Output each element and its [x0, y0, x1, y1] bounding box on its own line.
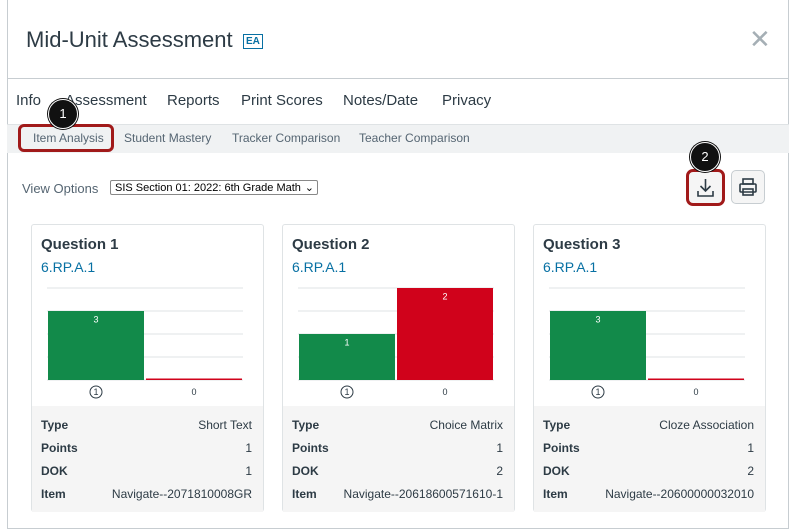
badge: EA [243, 34, 263, 49]
tab[interactable]: Print Scores [241, 92, 323, 109]
bar-chart: 1 1 2 0 [298, 287, 494, 399]
question-title: Question 1 [41, 236, 119, 253]
detail-key: DOK [543, 464, 570, 478]
detail-value: Navigate--2071810008GR [111, 487, 252, 501]
download-icon [697, 179, 714, 197]
x-tick-label: 1 [344, 387, 349, 397]
details-table: Type Short Text Points 1 DOK 1 Item Navigate--2… [32, 406, 263, 512]
detail-value: 1 [747, 441, 754, 455]
divider [7, 78, 789, 79]
standard-link[interactable]: 6.RP.A.1 [543, 259, 598, 275]
view-options-label: View Options [22, 181, 99, 196]
detail-key: Type [41, 418, 69, 432]
modal [7, 0, 789, 529]
detail-key: Type [292, 418, 320, 432]
detail-value: 1 [496, 441, 503, 455]
detail-value: Navigate--20618600571610-1 [343, 487, 503, 501]
select-value: SIS Section 01: 2022: 6th Grade Math [115, 182, 301, 194]
callout: 2 [690, 142, 720, 172]
detail-key: Item [41, 487, 66, 501]
tab[interactable]: Notes/Date [343, 92, 419, 109]
select-arrow: ⌄ [304, 182, 314, 194]
bar [299, 334, 395, 380]
bar [550, 311, 646, 380]
detail-value: Choice Matrix [429, 418, 503, 432]
detail-value: 2 [747, 464, 754, 478]
x-tick-label: 0 [442, 387, 447, 397]
question-title: Question 2 [292, 236, 370, 253]
subtab[interactable]: Tracker Comparison [232, 131, 341, 145]
tab[interactable]: Info [16, 92, 42, 109]
question-title: Question 3 [543, 236, 621, 253]
detail-key: Item [543, 487, 568, 501]
detail-value: Short Text [198, 418, 252, 432]
tab[interactable]: Assessment [65, 92, 147, 109]
close-button[interactable]: ✕ [749, 24, 771, 54]
correct-marker [591, 385, 605, 399]
download-button[interactable] [686, 169, 725, 206]
detail-key: DOK [41, 464, 68, 478]
correct-marker [340, 385, 354, 399]
bar-chart: 3 1 0 [549, 287, 745, 399]
standard-link[interactable]: 6.RP.A.1 [41, 259, 96, 275]
tab[interactable]: Privacy [442, 92, 492, 109]
detail-value: Cloze Association [659, 418, 754, 432]
standard-link[interactable]: 6.RP.A.1 [292, 259, 347, 275]
subtab[interactable]: Item Analysis [33, 131, 104, 145]
detail-value: 1 [245, 441, 252, 455]
bar-value: 2 [442, 291, 447, 301]
bar-value: 3 [93, 314, 98, 324]
x-tick-label: 1 [595, 387, 600, 397]
detail-key: Points [292, 441, 329, 455]
bar-value: 3 [595, 314, 600, 324]
section-select[interactable]: SIS Section 01: 2022: 6th Grade Math ⌄ [110, 180, 318, 195]
bar-chart: 3 1 0 [47, 287, 243, 399]
details-table: Type Cloze Association Points 1 DOK 2 Item Navi… [534, 406, 765, 512]
bar [397, 288, 493, 380]
question-card: Question 2 6.RP.A.1 1 1 2 0 Type Choice Matrix P… [282, 224, 515, 512]
x-tick-label: 1 [93, 387, 98, 397]
subtab-bar [7, 124, 789, 153]
question-card: Question 3 6.RP.A.1 3 1 0 Type Cloze Associati… [533, 224, 766, 512]
detail-value: 1 [245, 464, 252, 478]
bar-value: 1 [344, 337, 349, 347]
modal-title: Mid-Unit Assessment [26, 27, 233, 52]
bar [648, 378, 744, 380]
subtab[interactable]: Teacher Comparison [359, 131, 470, 145]
question-card: Question 1 6.RP.A.1 3 1 0 Type Short Text Point… [31, 224, 264, 512]
bar [146, 378, 242, 380]
detail-key: Points [543, 441, 580, 455]
tab[interactable]: Reports [167, 92, 220, 109]
x-tick-label: 0 [693, 387, 698, 397]
detail-key: DOK [292, 464, 319, 478]
details-table: Type Choice Matrix Points 1 DOK 2 Item Navigate… [283, 406, 514, 512]
subtab[interactable]: Student Mastery [124, 131, 212, 145]
bar [48, 311, 144, 380]
print-icon [739, 178, 757, 196]
correct-marker [89, 385, 103, 399]
detail-key: Item [292, 487, 317, 501]
detail-value: 2 [496, 464, 503, 478]
detail-key: Type [543, 418, 571, 432]
print-button[interactable] [731, 170, 765, 204]
detail-value: Navigate--20600000032010 [605, 487, 754, 501]
x-tick-label: 0 [191, 387, 196, 397]
callout: 1 [48, 99, 78, 129]
detail-key: Points [41, 441, 78, 455]
